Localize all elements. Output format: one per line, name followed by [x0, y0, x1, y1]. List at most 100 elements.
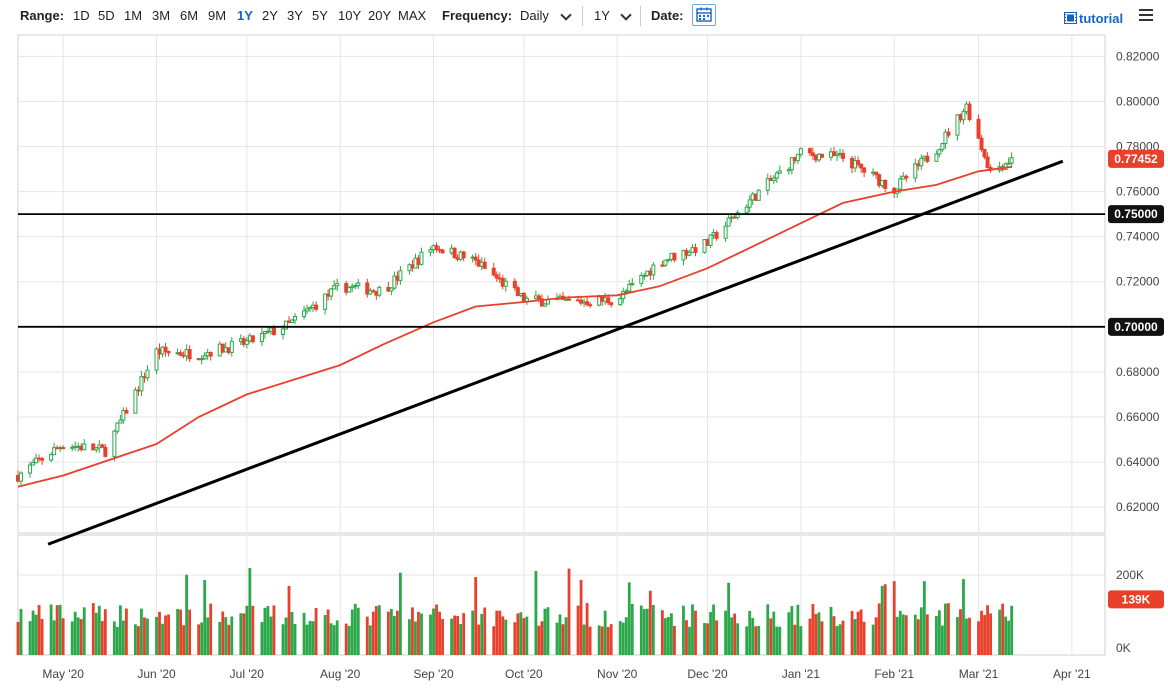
candle-body	[115, 422, 120, 432]
range-button-3y[interactable]: 3Y	[287, 8, 303, 23]
candle-body	[293, 316, 298, 321]
volume-bar	[287, 585, 291, 655]
candle-body	[630, 282, 635, 286]
candle-body	[841, 152, 846, 159]
range-button-20y[interactable]: 20Y	[368, 8, 392, 23]
volume-bar	[344, 623, 348, 655]
x-tick-label: Jul '20	[230, 667, 265, 681]
volume-bar	[567, 568, 571, 655]
volume-bar	[61, 618, 65, 655]
range-button-9m[interactable]: 9M	[208, 8, 227, 23]
range-button-1y[interactable]: 1Y	[237, 8, 253, 23]
volume-bar	[618, 621, 622, 655]
range-button-5y[interactable]: 5Y	[312, 8, 328, 23]
candle-body	[512, 280, 517, 289]
volume-bar	[245, 605, 249, 655]
volume-bar	[694, 610, 697, 655]
uptrend-line	[47, 159, 1064, 546]
candle-body	[121, 409, 126, 421]
range-button-2y[interactable]: 2Y	[262, 8, 278, 23]
tutorial-link[interactable]: tutorial	[1064, 11, 1123, 26]
volume-bar	[121, 620, 125, 655]
date-picker-button[interactable]	[692, 4, 716, 26]
volume-bar	[492, 626, 496, 655]
volume-bar	[892, 581, 896, 655]
volume-bar	[519, 612, 523, 655]
volume-bar	[983, 615, 986, 655]
candle-body	[756, 189, 761, 201]
volume-bar	[880, 585, 884, 655]
candle-body	[913, 163, 918, 179]
candle-body	[515, 287, 520, 297]
candle-body	[967, 103, 972, 120]
candle-body	[202, 355, 207, 360]
volume-bar	[118, 605, 122, 655]
volume-bar	[37, 605, 41, 655]
volume-bar	[266, 606, 270, 655]
volume-bar	[745, 626, 749, 655]
volume-bar	[670, 613, 673, 655]
volume-bar	[537, 625, 541, 655]
range-button-5d[interactable]: 5D	[98, 8, 115, 23]
range-button-1d[interactable]: 1D	[73, 8, 90, 23]
candle-body	[491, 267, 496, 276]
volume-bar	[832, 616, 836, 655]
hamburger-menu-icon[interactable]	[1139, 9, 1153, 21]
candle-body	[976, 118, 981, 139]
volume-bar	[456, 616, 460, 655]
volume-bar	[495, 610, 499, 655]
volume-bar	[164, 615, 167, 655]
volume-bar	[648, 590, 652, 655]
volume-bar	[1007, 620, 1011, 655]
candle-body	[178, 352, 183, 356]
candle-body	[283, 320, 288, 330]
candle-body	[329, 288, 334, 297]
volume-bar	[239, 613, 243, 655]
range-button-max[interactable]: MAX	[398, 8, 427, 23]
film-icon	[1064, 12, 1077, 24]
x-tick-label: Mar '21	[959, 667, 999, 681]
volume-bar	[778, 626, 782, 655]
candle-body	[82, 443, 87, 451]
volume-bar	[688, 626, 691, 655]
volume-bar	[540, 621, 544, 655]
volume-bar	[248, 568, 252, 655]
range-button-10y[interactable]: 10Y	[338, 8, 362, 23]
candle-body	[687, 251, 692, 256]
trend-line	[47, 159, 1064, 546]
volume-bar	[438, 611, 441, 655]
y-tick-label: 0.76000	[1116, 185, 1160, 199]
volume-bar	[965, 618, 968, 655]
volume-bar	[161, 623, 164, 655]
candle-body	[124, 409, 129, 414]
candle-body	[639, 274, 644, 284]
volume-tick-label: 200K	[1116, 568, 1144, 582]
candle-body	[229, 340, 234, 353]
candle-body	[985, 156, 990, 169]
candle-body	[1006, 162, 1011, 165]
frequency-select[interactable]: Daily	[520, 8, 549, 23]
volume-bar	[498, 610, 502, 655]
volume-bar	[263, 607, 267, 655]
volume-bar	[513, 622, 517, 655]
candle-body	[199, 358, 204, 361]
candle-body	[118, 419, 123, 424]
range-button-3m[interactable]: 3M	[152, 8, 171, 23]
volume-bar	[40, 619, 44, 655]
volume-bar	[838, 624, 842, 655]
range-button-1m[interactable]: 1M	[124, 8, 143, 23]
volume-bar	[353, 603, 357, 655]
volume-bar	[651, 605, 655, 655]
candle-body	[898, 178, 903, 190]
volume-bar	[733, 613, 737, 655]
candle-body	[539, 298, 544, 307]
volume-bar	[600, 626, 604, 655]
range-button-6m[interactable]: 6M	[180, 8, 199, 23]
period-select[interactable]: 1Y	[594, 8, 610, 23]
candle-body	[979, 137, 984, 150]
volume-bar	[712, 604, 715, 655]
volume-bar	[814, 614, 818, 655]
volume-bar	[435, 604, 438, 655]
toolbar-divider	[582, 6, 583, 26]
